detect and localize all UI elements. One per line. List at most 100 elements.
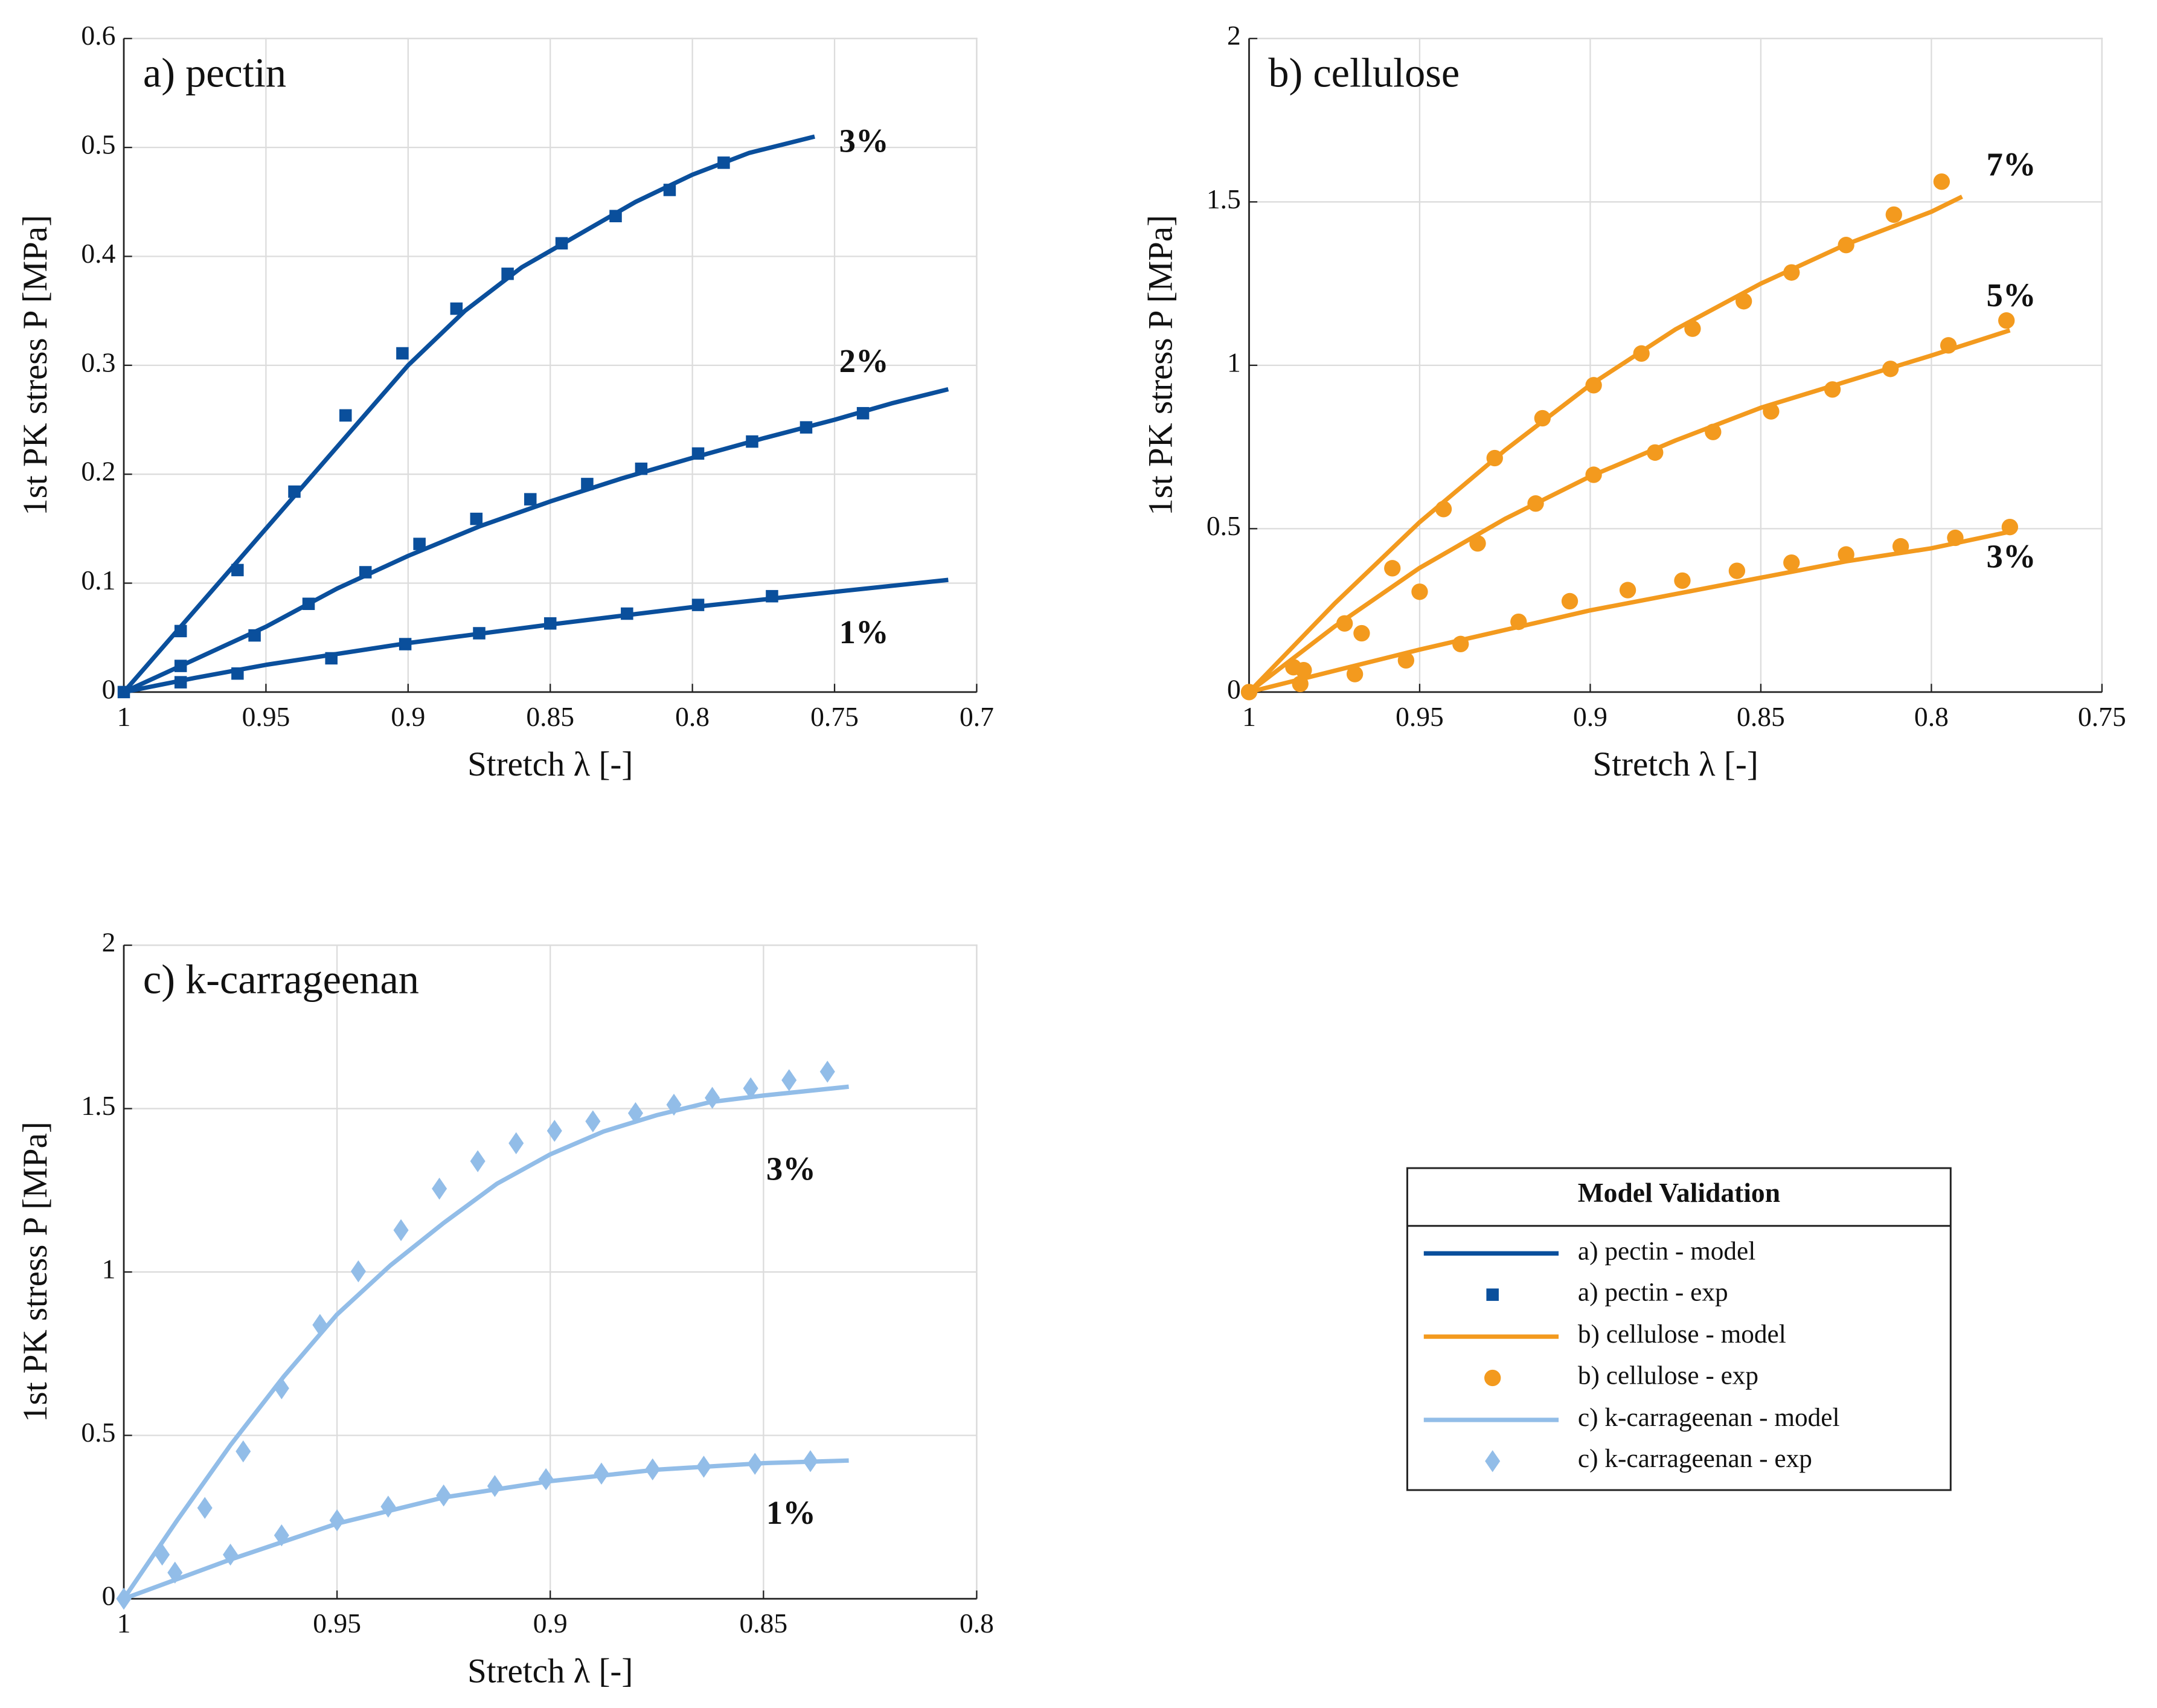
exp-point <box>450 302 463 315</box>
curve-label: 1% <box>839 614 889 650</box>
exp-point <box>856 406 870 420</box>
exp-point <box>274 1524 289 1547</box>
exp-point <box>1295 661 1312 679</box>
exp-point <box>1411 583 1428 600</box>
exp-point <box>325 652 338 665</box>
exp-point <box>501 268 514 280</box>
exp-point <box>487 1475 502 1497</box>
x-axis-label: Stretch λ [-] <box>467 1652 633 1690</box>
exp-point <box>705 1087 720 1109</box>
legend-label: b) cellulose - model <box>1578 1320 1786 1349</box>
exp-point <box>1384 560 1401 577</box>
x-tick-label: 1 <box>117 1608 131 1639</box>
legend-label: c) k-carrageenan - exp <box>1578 1444 1812 1473</box>
y-axis-label: 1st PK stress P [MPa] <box>1141 215 1179 516</box>
x-tick-label: 0.8 <box>960 1608 994 1639</box>
x-tick-label: 0.9 <box>391 701 425 732</box>
curve-label: 2% <box>839 342 889 379</box>
exp-point <box>1527 495 1544 512</box>
exp-point <box>329 1509 345 1532</box>
exp-point <box>380 1495 396 1518</box>
exp-point <box>1783 554 1800 571</box>
y-tick-label: 0.5 <box>1207 510 1241 541</box>
exp-point <box>1585 466 1602 483</box>
legend-label: b) cellulose - exp <box>1578 1361 1758 1390</box>
model-curve <box>123 387 949 695</box>
y-tick-label: 0.5 <box>81 129 115 160</box>
x-tick-label: 0.9 <box>1573 701 1607 732</box>
exp-point <box>236 1440 251 1463</box>
exp-point <box>581 478 594 490</box>
exp-point <box>543 617 557 630</box>
y-tick-label: 0 <box>1227 673 1241 704</box>
exp-point <box>747 1453 763 1475</box>
exp-point <box>1534 409 1551 427</box>
exp-point <box>635 462 648 475</box>
exp-point <box>274 1377 289 1399</box>
exp-point <box>800 421 813 434</box>
x-tick-label: 0.7 <box>960 701 994 732</box>
exp-point <box>1353 624 1370 642</box>
exp-point <box>663 184 676 196</box>
x-tick-label: 0.8 <box>675 701 710 732</box>
exp-point <box>1452 635 1469 653</box>
exp-point <box>691 447 705 460</box>
legend-marker <box>1484 1369 1501 1387</box>
y-tick-label: 0.5 <box>81 1417 115 1448</box>
exp-point <box>1838 237 1854 254</box>
exp-point <box>1998 312 2015 329</box>
exp-point <box>1585 377 1602 394</box>
legend-label: a) pectin - model <box>1578 1236 1755 1265</box>
exp-point <box>621 607 633 620</box>
exp-point <box>1647 444 1664 461</box>
chart-title: c) k-carrageenan <box>143 957 419 1003</box>
exp-point <box>302 597 315 611</box>
exp-point <box>1838 546 1854 563</box>
curve-label: 5% <box>1987 277 2036 313</box>
exp-point <box>248 629 261 642</box>
y-tick-label: 2 <box>102 926 116 957</box>
y-tick-label: 1 <box>102 1254 116 1285</box>
exp-point <box>155 1543 170 1566</box>
exp-point <box>538 1468 554 1491</box>
exp-point <box>350 1260 366 1283</box>
y-tick-label: 0 <box>102 1581 116 1611</box>
exp-point <box>555 237 568 250</box>
legend-box <box>1406 1167 1952 1491</box>
exp-point <box>508 1132 524 1155</box>
legend-marker <box>1485 1450 1501 1472</box>
exp-point <box>1346 666 1364 682</box>
exp-point <box>1619 582 1636 599</box>
y-tick-label: 1 <box>1227 347 1241 377</box>
exp-point <box>197 1497 213 1519</box>
exp-point <box>594 1462 609 1485</box>
exp-point <box>288 485 301 498</box>
exp-point <box>1684 320 1701 337</box>
model-curve <box>1247 194 1963 694</box>
exp-point <box>1947 529 1964 547</box>
x-tick-label: 0.8 <box>1914 701 1949 732</box>
exp-point <box>1940 337 1957 354</box>
exp-point <box>1783 264 1800 281</box>
chart-title: b) cellulose <box>1268 50 1460 95</box>
curve-label: 3% <box>1987 538 2036 575</box>
x-tick-label: 0.9 <box>533 1608 568 1639</box>
model-curve <box>1248 528 2014 695</box>
x-tick-label: 0.85 <box>1737 701 1785 732</box>
exp-point <box>1469 535 1486 552</box>
chart-title: a) pectin <box>143 50 286 95</box>
curve-label: 3% <box>839 123 889 159</box>
exp-point <box>174 624 187 638</box>
x-tick-label: 0.85 <box>526 701 574 732</box>
exp-point <box>396 347 409 360</box>
legend-marker <box>1486 1288 1499 1301</box>
exp-point <box>1486 449 1503 467</box>
curve-label: 3% <box>766 1150 816 1187</box>
legend-label: c) k-carrageenan - model <box>1578 1403 1840 1432</box>
exp-point <box>231 563 244 577</box>
x-tick-label: 0.75 <box>2078 701 2126 732</box>
curve-label: 1% <box>766 1494 816 1531</box>
exp-point <box>691 599 705 611</box>
model-curve <box>122 1084 849 1600</box>
exp-point <box>174 660 187 672</box>
